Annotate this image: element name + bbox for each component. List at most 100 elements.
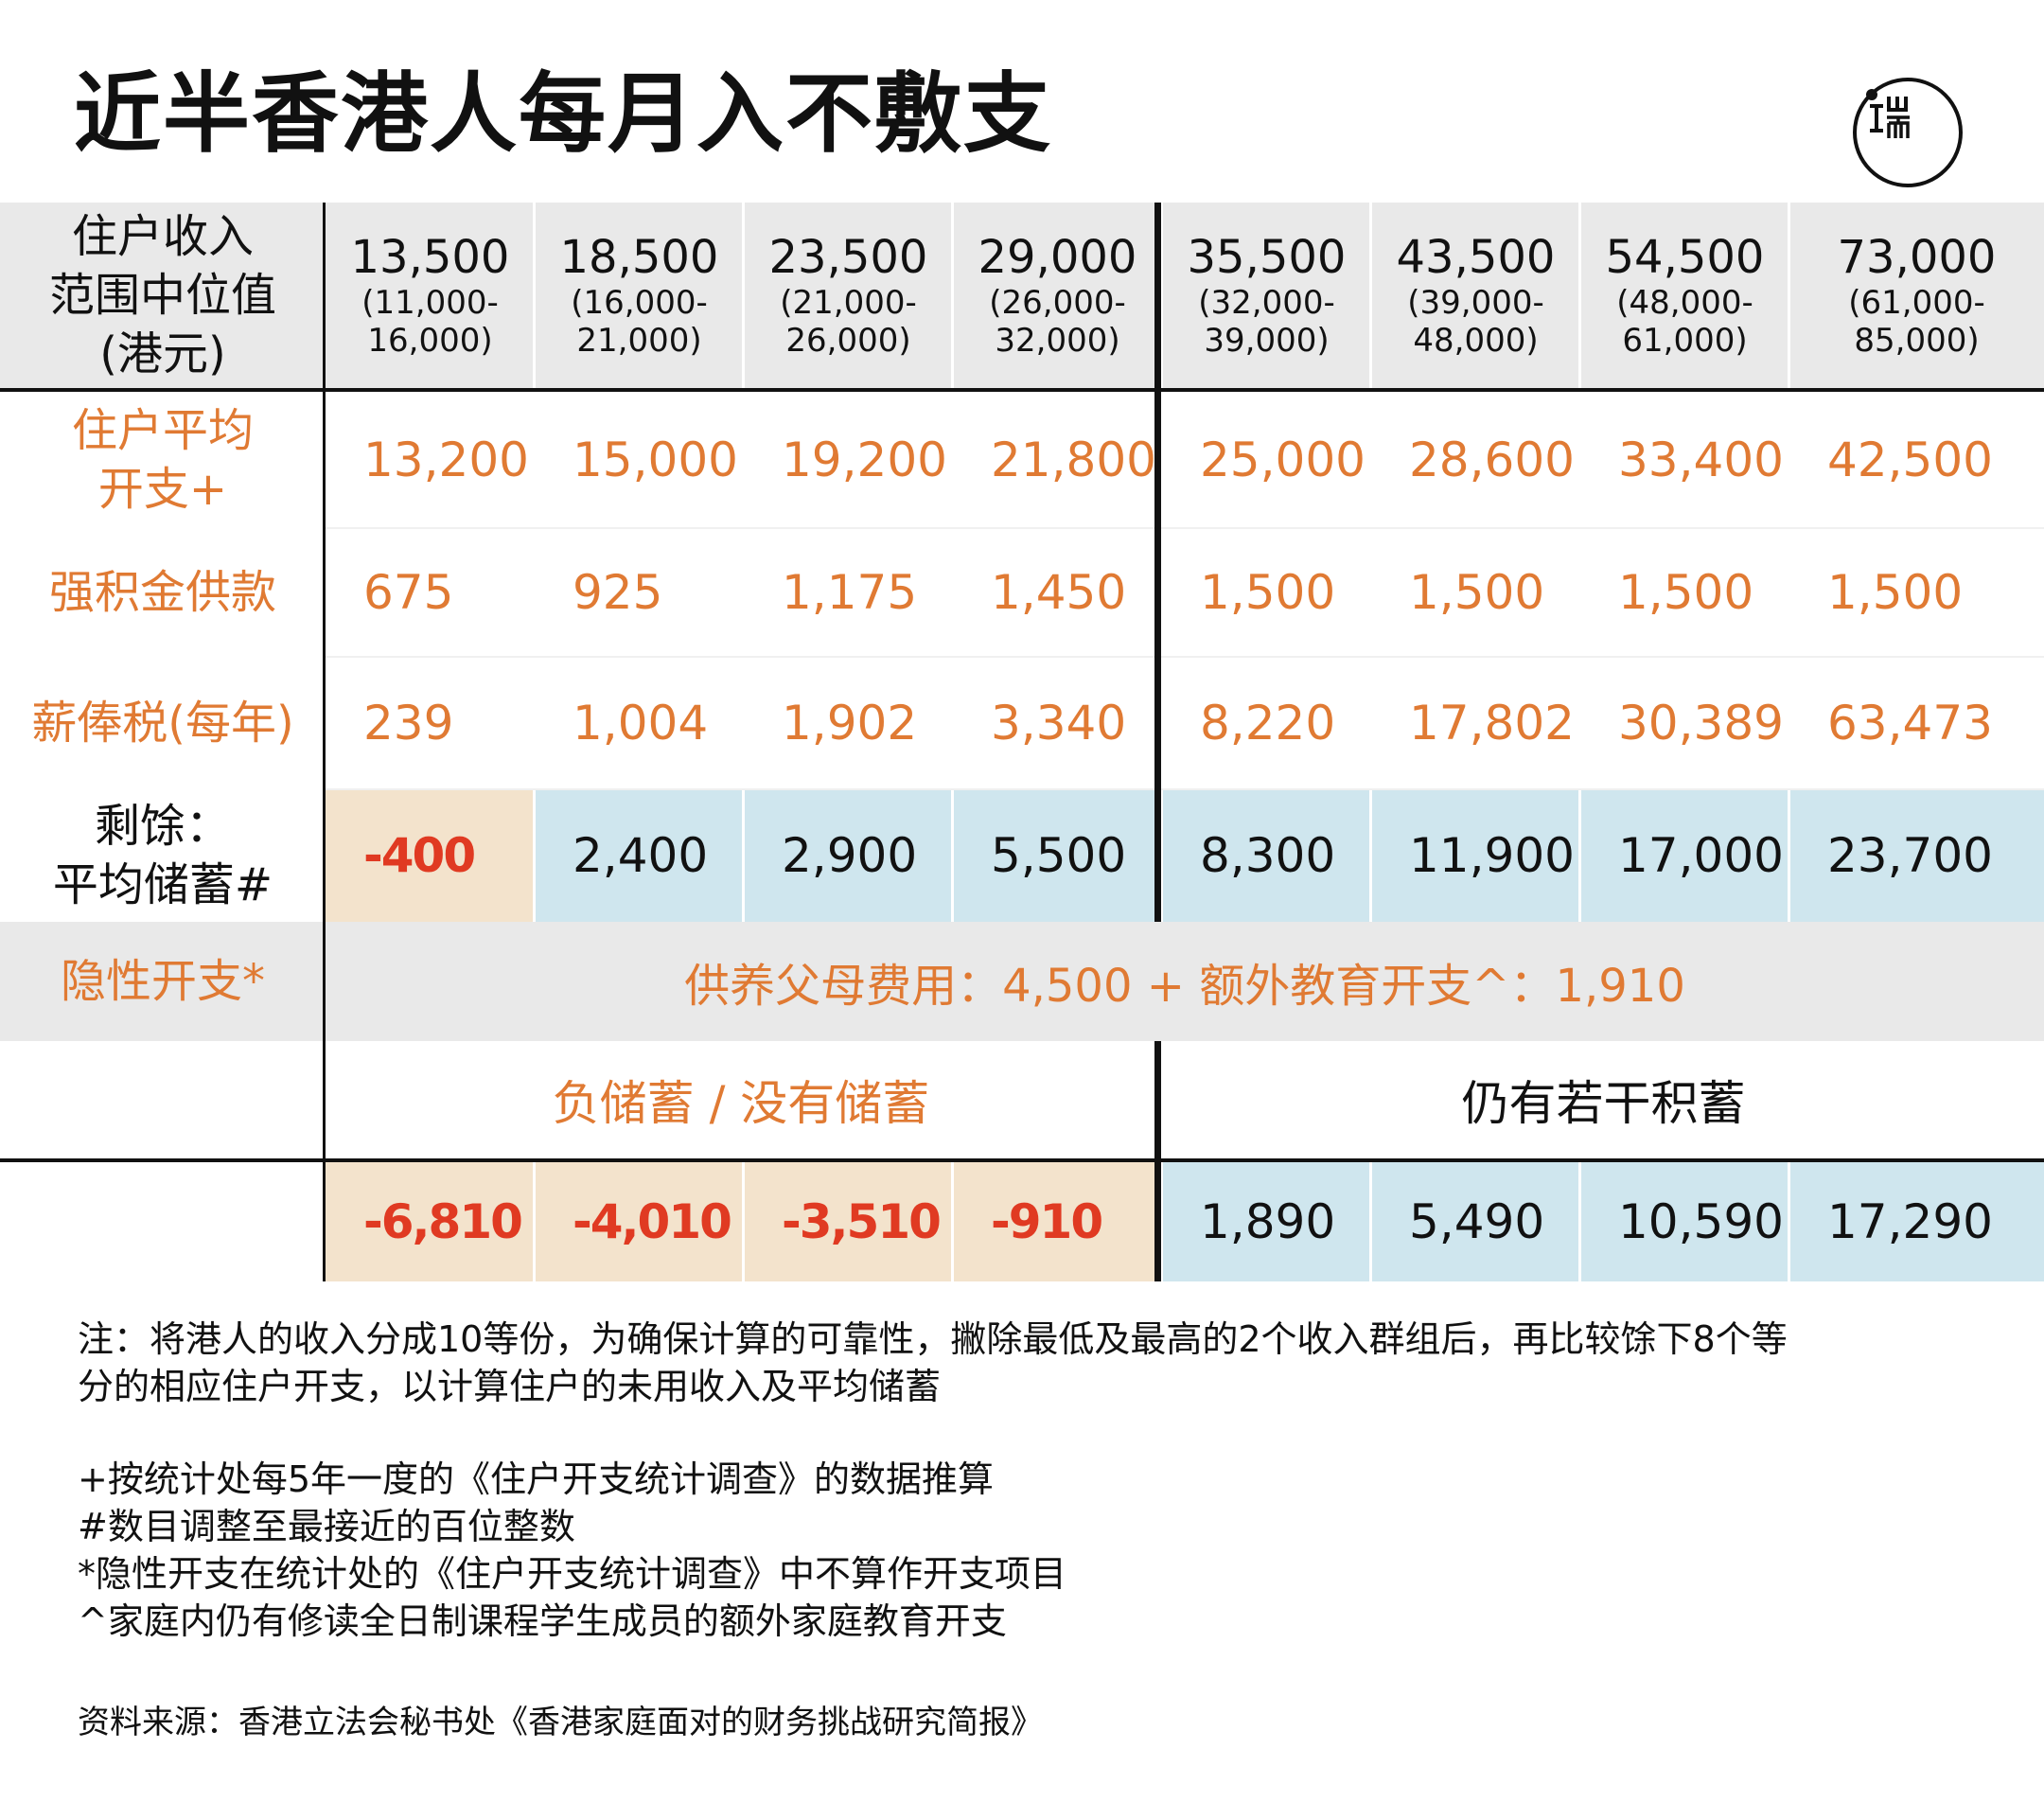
surplus-value: 17,000 [1580, 789, 1789, 922]
income-header-cell: 73,000 (61,000- 85,000) [1789, 203, 2044, 388]
header-income-line-3: (港元) [99, 327, 226, 380]
column-separator [1578, 203, 1581, 922]
hidden-expense-row: 供养父母费用：4,500 + 额外教育开支^：1,910 [326, 922, 2044, 1041]
income-median: 43,500 [1396, 231, 1556, 284]
header-income-line-1: 住户收入 [71, 210, 254, 263]
income-header-cell: 35,500 (32,000- 39,000) [1162, 203, 1371, 388]
column-separator [1788, 1162, 1790, 1281]
mpf-value: 1,500 [1409, 565, 1545, 620]
income-header-cell: 13,500 (11,000- 16,000) [326, 203, 535, 388]
surplus-label-line-2: 平均储蓄# [52, 858, 273, 911]
hidden-expense-text: 供养父母费用：4,500 + 额外教育开支^：1,910 [684, 960, 1685, 1013]
bottom-section-divider-line [0, 1158, 2044, 1162]
income-range-start: (39,000- [1407, 284, 1544, 322]
after-hidden-expense-value: -6,810 [326, 1162, 535, 1281]
column-separator [951, 1162, 954, 1281]
label-column-divider [323, 203, 326, 1281]
income-range-start: (61,000- [1848, 284, 1985, 322]
note-plus: +按统计处每5年一度的《住户开支统计调查》的数据推算 [78, 1458, 995, 1500]
surplus-row-label: 剩馀： 平均储蓄# [0, 789, 326, 922]
mpf-value: 1,500 [1618, 565, 1754, 620]
expense-row-label: 住户平均 开支+ [0, 392, 326, 528]
expense-value: 33,400 [1618, 433, 1784, 487]
after-hidden-expense-value: -910 [953, 1162, 1162, 1281]
mpf-value: 675 [363, 565, 454, 620]
negative-savings-group-cell: 负储蓄 / 没有储蓄 [326, 1041, 1156, 1158]
note-main-line-1: 注：将港人的收入分成10等份，为确保计算的可靠性，撇除最低及最高的2个收入群组后… [78, 1318, 1788, 1360]
column-separator [1160, 203, 1163, 922]
mpf-value: 1,175 [782, 565, 918, 620]
income-median: 35,500 [1187, 231, 1347, 284]
column-separator [1160, 1162, 1163, 1281]
expense-value: 21,800 [991, 433, 1156, 487]
note-caret: ^家庭内仍有修读全日制课程学生成员的额外家庭教育开支 [78, 1600, 1007, 1642]
row-separator [326, 788, 2044, 790]
income-median: 23,500 [768, 231, 928, 284]
income-header-cell: 23,500 (21,000- 26,000) [744, 203, 953, 388]
income-range-start: (26,000- [989, 284, 1126, 322]
column-separator [533, 203, 536, 922]
income-median: 18,500 [559, 231, 719, 284]
column-separator [1788, 203, 1790, 922]
surplus-value: 23,700 [1789, 789, 2044, 922]
after-hidden-expense-value: -3,510 [744, 1162, 953, 1281]
hidden-expense-row-label: 隐性开支* [0, 922, 326, 1041]
row-separator [326, 656, 2044, 658]
income-range-start: (21,000- [780, 284, 917, 322]
mpf-value: 925 [573, 565, 663, 620]
duan-media-logo-icon [1853, 78, 1963, 187]
tax-value: 63,473 [1827, 696, 1993, 751]
surplus-value: 8,300 [1162, 789, 1371, 922]
income-header-cell: 43,500 (39,000- 48,000) [1371, 203, 1580, 388]
income-range-start: (16,000- [571, 284, 708, 322]
tax-value: 239 [363, 696, 454, 751]
row-separator [326, 527, 2044, 529]
income-range-end: 61,000) [1622, 322, 1748, 360]
page-title: 近半香港人每月入不敷支 [74, 63, 1053, 165]
column-separator [1369, 203, 1372, 922]
mpf-value: 1,450 [991, 565, 1127, 620]
note-hash: #数目调整至最接近的百位整数 [78, 1506, 575, 1547]
income-median: 54,500 [1605, 231, 1765, 284]
expense-label-line-1: 住户平均 [71, 404, 254, 457]
income-range-end: 26,000) [785, 322, 911, 360]
expense-value: 42,500 [1827, 433, 1993, 487]
after-hidden-expense-value: 17,290 [1789, 1162, 2044, 1281]
income-range-end: 16,000) [367, 322, 493, 360]
income-range-end: 48,000) [1413, 322, 1539, 360]
header-income-line-2: 范围中位值 [48, 269, 276, 322]
surplus-value: -400 [326, 789, 535, 922]
column-separator [1369, 1162, 1372, 1281]
column-separator [533, 1162, 536, 1281]
tax-value: 3,340 [991, 696, 1127, 751]
notes-section: 注：将港人的收入分成10等份，为确保计算的可靠性，撇除最低及最高的2个收入群组后… [78, 1316, 2008, 1645]
tax-row-label: 薪俸税(每年) [31, 697, 294, 750]
tax-value: 1,902 [782, 696, 918, 751]
tax-value: 8,220 [1200, 696, 1336, 751]
mpf-value: 1,500 [1827, 565, 1964, 620]
tax-value: 30,389 [1618, 696, 1784, 751]
negative-savings-group-label: 负储蓄 / 没有储蓄 [552, 1076, 930, 1131]
tax-value: 1,004 [573, 696, 709, 751]
tax-value: 17,802 [1409, 696, 1575, 751]
group-divider-lower [1154, 1041, 1161, 1281]
source-note: 资料来源：香港立法会秘书处《香港家庭面对的财务挑战研究简报》 [78, 1704, 1043, 1741]
income-header-cell: 54,500 (48,000- 61,000) [1580, 203, 1789, 388]
expense-value: 25,000 [1200, 433, 1366, 487]
some-savings-group-cell: 仍有若干积蓄 [1163, 1041, 2044, 1158]
expense-value: 15,000 [573, 433, 738, 487]
group-divider-upper [1154, 203, 1161, 922]
surplus-value: 5,500 [953, 789, 1162, 922]
income-range-end: 85,000) [1854, 322, 1980, 360]
header-income-label: 住户收入 范围中位值 (港元) [0, 203, 326, 388]
surplus-label-line-1: 剩馀： [94, 800, 231, 853]
income-range-start: (11,000- [361, 284, 499, 322]
note-star: *隐性开支在统计处的《住户开支统计调查》中不算作开支项目 [78, 1553, 1067, 1595]
income-median: 13,500 [350, 231, 510, 284]
expense-value: 19,200 [782, 433, 947, 487]
income-header-cell: 18,500 (16,000- 21,000) [535, 203, 744, 388]
column-separator [742, 203, 745, 922]
surplus-value: 2,900 [744, 789, 953, 922]
after-hidden-expense-value: 5,490 [1371, 1162, 1580, 1281]
income-expense-table: 住户收入 范围中位值 (港元) 住户平均 开支+ 强积金供款 薪俸税(每年) 剩… [0, 203, 2044, 1281]
